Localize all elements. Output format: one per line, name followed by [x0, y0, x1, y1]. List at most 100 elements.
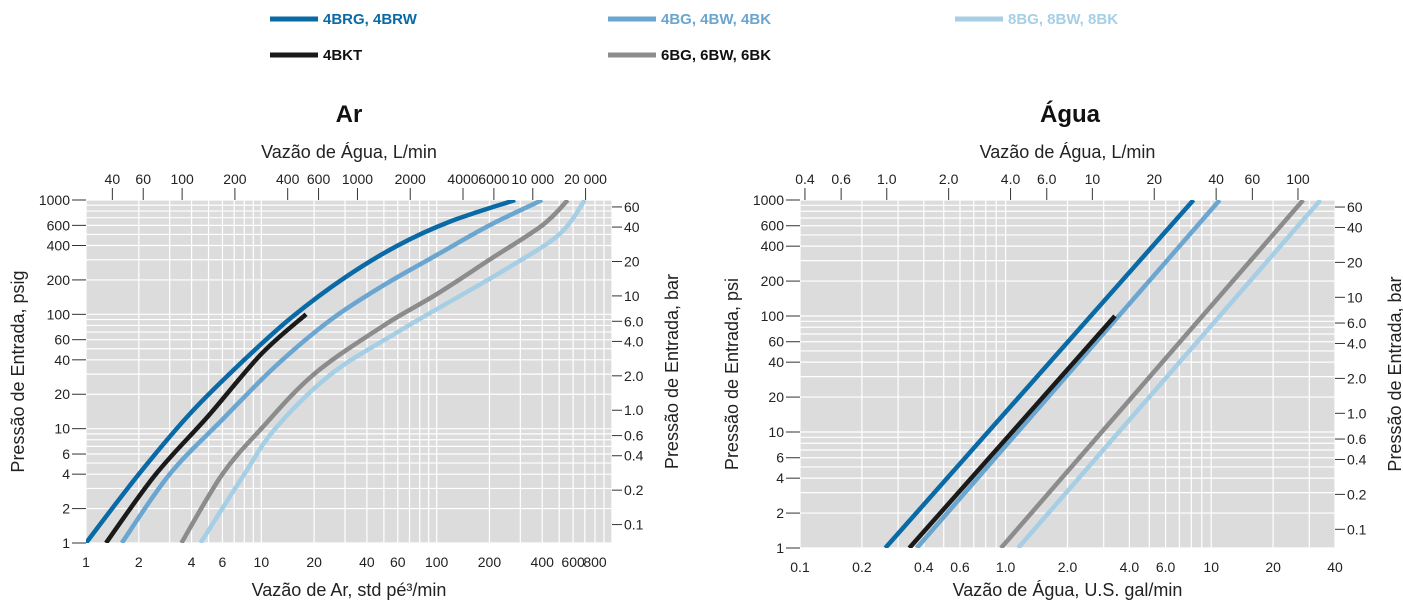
y-tick-label: 4 [62, 466, 70, 482]
legend-item: 6BG, 6BW, 6BK [608, 47, 771, 64]
y2-tick-label: 0.2 [1347, 486, 1367, 502]
y-tick-label: 100 [761, 308, 785, 324]
y2-tick-label: 20 [624, 253, 640, 269]
y-tick-label: 1000 [39, 192, 70, 208]
y-tick-label: 20 [54, 386, 70, 402]
x-tick-label: 40 [359, 554, 375, 570]
y2-tick-label: 1.0 [1347, 405, 1367, 421]
x2-tick-label: 0.6 [831, 171, 851, 187]
top-axis-label: Vazão de Água, L/min [261, 142, 437, 162]
y-axis-label: Pressão de Entrada, psi [722, 278, 742, 470]
tick-labels: 1 2 4 6 10 20 40 60 100 200 400 6008001246102040601… [39, 171, 644, 570]
y-tick-label: 2 [62, 501, 70, 517]
y-tick-label: 10 [768, 424, 784, 440]
y2-tick-label: 0.2 [624, 482, 644, 498]
legend-label: 4BKT [323, 47, 362, 64]
y2-tick-label: 0.1 [624, 517, 644, 533]
x2-tick-label: 600 [307, 171, 331, 187]
y2-tick-label: 6.0 [1347, 315, 1367, 331]
y-tick-label: 40 [768, 354, 784, 370]
y-tick-label: 6 [62, 446, 70, 462]
legend: 4BRG, 4BRW 4BG, 4BW, 4BK 8BG, 8BW, 8BK 4BKT… [270, 11, 1118, 64]
x2-tick-label: 4.0 [1001, 171, 1021, 187]
x2-tick-label: 6000 [478, 171, 509, 187]
y2-tick-label: 1.0 [624, 402, 644, 418]
y2-axis-label: Pressão de Entrada, bar [662, 274, 682, 469]
series-line-4 [1016, 200, 1323, 548]
x-tick-label: 20 [306, 554, 322, 570]
y-tick-label: 40 [54, 352, 70, 368]
y2-tick-label: 4.0 [1347, 335, 1367, 351]
x-tick-label: 10 [254, 554, 270, 570]
legend-label: 6BG, 6BW, 6BK [661, 47, 771, 64]
series-line-4 [198, 200, 587, 543]
legend-item: 4BG, 4BW, 4BK [608, 11, 771, 28]
x-tick-label: 40 [1327, 559, 1343, 575]
y2-tick-label: 60 [624, 199, 640, 215]
y2-tick-label: 2.0 [624, 368, 644, 384]
x2-tick-label: 200 [223, 171, 247, 187]
legend-label: 4BG, 4BW, 4BK [661, 11, 771, 28]
y-tick-label: 60 [54, 332, 70, 348]
y-tick-label: 20 [768, 389, 784, 405]
gridlines [85, 199, 613, 544]
y-axis-label: Pressão de Entrada, psig [8, 270, 28, 472]
x2-tick-label: 4000 [447, 171, 478, 187]
series-line-3 [179, 200, 570, 543]
x-tick-label: 600 [561, 554, 585, 570]
series-line-2 [104, 312, 308, 543]
legend-item: 8BG, 8BW, 8BK [955, 11, 1118, 28]
y-tick-label: 1 [62, 535, 70, 551]
y2-tick-label: 0.1 [1347, 521, 1367, 537]
series-line-1 [119, 200, 544, 543]
y-tick-label: 10 [54, 421, 70, 437]
x-tick-label: 0.1 [790, 559, 810, 575]
legend-label: 4BRG, 4BRW [323, 11, 418, 28]
y-tick-label: 1000 [753, 192, 784, 208]
y-tick-label: 60 [768, 334, 784, 350]
x2-tick-label: 1.0 [877, 171, 897, 187]
y2-tick-label: 10 [1347, 289, 1363, 305]
x2-tick-label: 100 [1286, 171, 1310, 187]
y-tick-label: 100 [47, 306, 71, 322]
x2-tick-label: 20 [1146, 171, 1162, 187]
y-tick-label: 400 [761, 238, 785, 254]
chart-title: Ar [336, 101, 363, 128]
x-tick-label: 400 [531, 554, 555, 570]
y2-axis-label: Pressão de Entrada, bar [1385, 276, 1403, 471]
y-tick-label: 400 [47, 237, 71, 253]
x-tick-label: 2.0 [1058, 559, 1078, 575]
y2-tick-label: 0.6 [1347, 431, 1367, 447]
x-tick-label: 200 [478, 554, 502, 570]
legend-item: 4BKT [270, 47, 362, 64]
series-group [883, 200, 1323, 548]
y2-tick-label: 40 [624, 219, 640, 235]
x2-tick-label: 2000 [395, 171, 426, 187]
x-tick-label: 6.0 [1156, 559, 1176, 575]
x-tick-label: 0.2 [852, 559, 872, 575]
x-tick-label: 100 [425, 554, 449, 570]
x2-tick-label: 100 [170, 171, 194, 187]
y-tick-label: 6 [776, 450, 784, 466]
x-tick-label: 4 [188, 554, 196, 570]
x-tick-label: 1.0 [996, 559, 1016, 575]
y-tick-label: 1 [776, 540, 784, 556]
x2-tick-label: 2.0 [939, 171, 959, 187]
y2-tick-label: 60 [1347, 199, 1363, 215]
y-tick-label: 200 [761, 273, 785, 289]
series-line-0 [883, 200, 1196, 548]
x2-tick-label: 20 000 [564, 171, 607, 187]
x2-tick-label: 60 [1245, 171, 1261, 187]
x-tick-label: 10 [1203, 559, 1219, 575]
x-tick-label: 60 [390, 554, 406, 570]
x-tick-label: 1 [82, 554, 90, 570]
top-axis-label: Vazão de Água, L/min [980, 142, 1156, 162]
x2-tick-label: 6.0 [1037, 171, 1057, 187]
y2-tick-label: 0.6 [624, 428, 644, 444]
x2-tick-label: 400 [276, 171, 300, 187]
series-group [86, 200, 587, 543]
tick-labels: 0.1 0.2 0.4 0.6 1.0 2.0 4.0 6.0 10 20 40 1 2 4 6 10 20 40… [753, 171, 1367, 575]
y2-tick-label: 20 [1347, 254, 1363, 270]
y2-tick-label: 4.0 [624, 333, 644, 349]
y2-tick-label: 0.4 [1347, 451, 1367, 467]
